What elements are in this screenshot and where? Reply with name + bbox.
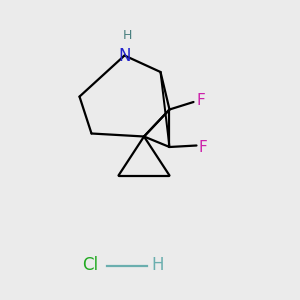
Text: H: H (151, 256, 164, 274)
Text: N: N (118, 46, 131, 64)
Text: H: H (123, 28, 132, 42)
Text: F: F (198, 140, 207, 154)
Text: F: F (196, 93, 205, 108)
Text: Cl: Cl (82, 256, 98, 274)
